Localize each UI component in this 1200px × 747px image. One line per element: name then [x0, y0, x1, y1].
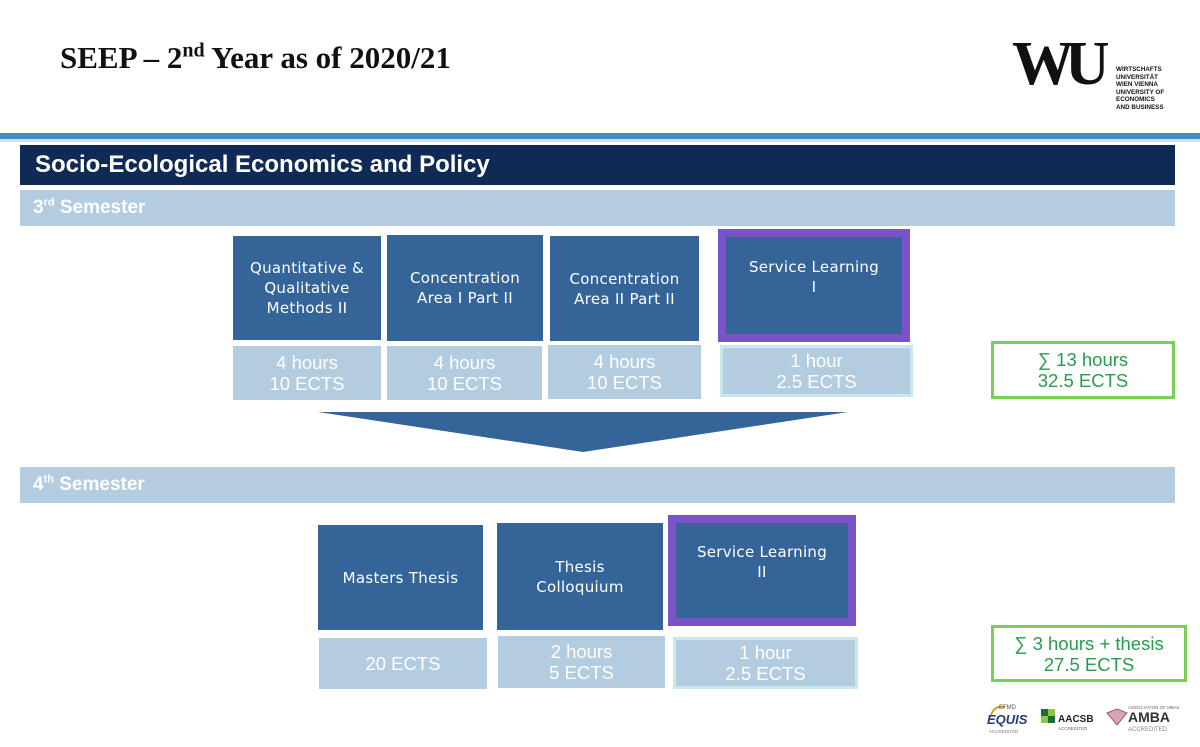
svg-text:EFMD: EFMD — [999, 705, 1017, 711]
hours-service-learning-1: 1 hour 2.5 ECTS — [720, 345, 913, 397]
amba-logo-icon: ASSOCIATION OF MBAs AMBA ACCREDITED — [1106, 705, 1180, 733]
program-title-bar: Socio-Ecological Economics and Policy — [20, 145, 1175, 185]
aacsb-logo-icon: AACSB ACCREDITED — [1041, 709, 1094, 731]
hours-quant-qual-methods-2: 4 hours 10 ECTS — [233, 346, 381, 400]
hours-concentration-area-1: 4 hours 10 ECTS — [387, 346, 542, 400]
header-rule — [0, 133, 1200, 139]
course-service-learning-1: Service Learning I — [718, 229, 910, 342]
course-service-learning-2: Service Learning II — [668, 515, 856, 626]
svg-text:ASSOCIATION OF MBAs: ASSOCIATION OF MBAs — [1128, 705, 1180, 710]
ects-masters-thesis: 20 ECTS — [319, 638, 487, 689]
header-rule-shadow — [0, 139, 1200, 142]
svg-text:EQUIS: EQUIS — [987, 712, 1028, 727]
course-concentration-area-2-part-2: Concentration Area II Part II — [550, 236, 699, 341]
svg-text:AMBA: AMBA — [1128, 709, 1170, 725]
svg-text:ACCREDITED: ACCREDITED — [1058, 726, 1088, 731]
hours-service-learning-2: 1 hour 2.5 ECTS — [673, 637, 858, 689]
down-arrow-icon — [318, 412, 848, 452]
svg-text:WU: WU — [1012, 34, 1108, 92]
wu-logo-icon: WU — [1012, 34, 1108, 92]
svg-text:AACSB: AACSB — [1058, 714, 1094, 725]
course-quant-qual-methods-2: Quantitative & Qualitative Methods II — [233, 236, 381, 340]
semester-4-total: ∑ 3 hours + thesis 27.5 ECTS — [991, 625, 1187, 682]
course-thesis-colloquium: Thesis Colloquium — [497, 523, 663, 630]
course-masters-thesis: Masters Thesis — [318, 525, 483, 630]
course-concentration-area-1-part-2: Concentration Area I Part II — [387, 235, 543, 341]
university-name: WIRTSCHAFTS UNIVERSITÄT WIEN VIENNA UNIV… — [1116, 66, 1165, 111]
page-title: SEEP – 2nd Year as of 2020/21 — [60, 39, 451, 75]
semester-3-bar: 3rd Semester — [20, 190, 1175, 226]
semester-3-total: ∑ 13 hours 32.5 ECTS — [991, 341, 1175, 399]
hours-concentration-area-2: 4 hours 10 ECTS — [548, 345, 701, 399]
svg-text:ACCREDITED: ACCREDITED — [989, 729, 1019, 734]
accreditation-logos-icon: EFMD EQUIS ACCREDITED AACSB ACCREDITED A… — [987, 705, 1180, 734]
svg-text:ACCREDITED: ACCREDITED — [1128, 727, 1168, 733]
equis-logo-icon: EFMD EQUIS ACCREDITED — [987, 705, 1028, 734]
semester-4-bar: 4th Semester — [20, 467, 1175, 503]
hours-thesis-colloquium: 2 hours 5 ECTS — [498, 636, 665, 688]
